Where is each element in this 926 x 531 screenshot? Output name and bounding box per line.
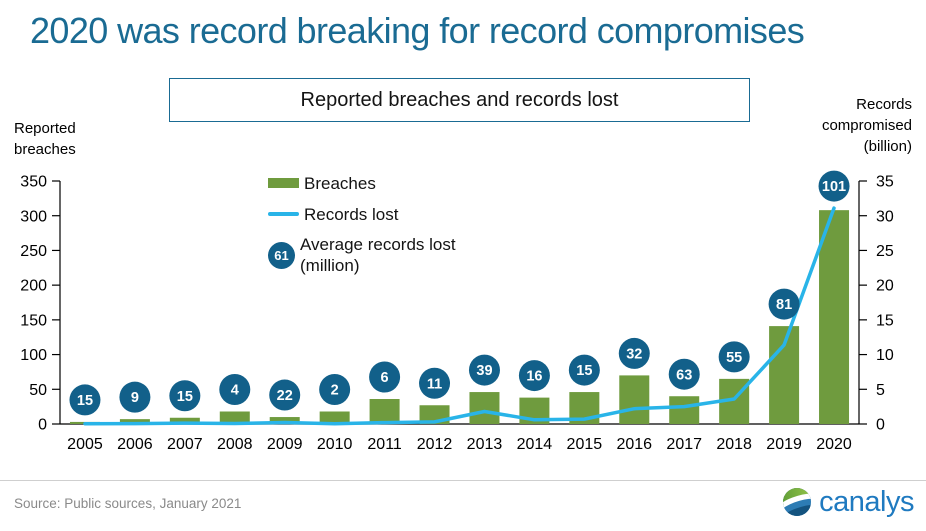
avg-bubble-value: 63: [676, 367, 692, 383]
bar-2017: [669, 396, 700, 424]
avg-bubble-2007: 15: [169, 380, 201, 412]
x-tick-label-2005: 2005: [67, 436, 103, 453]
page-title: 2020 was record breaking for record comp…: [30, 10, 805, 51]
avg-bubble-2011: 6: [369, 361, 401, 393]
bar-2016: [619, 375, 650, 424]
x-tick-label-2009: 2009: [267, 436, 303, 453]
legend-item-records-lost: Records lost: [268, 203, 456, 225]
canalys-wordmark: canalys: [819, 486, 914, 518]
avg-bubble-2012: 11: [419, 367, 451, 399]
avg-bubble-value: 81: [776, 297, 792, 313]
avg-bubble-value: 32: [626, 346, 642, 362]
right-tick-label: 20: [876, 278, 894, 295]
x-tick-label-2018: 2018: [716, 436, 752, 453]
right-tick-label: 30: [876, 208, 894, 225]
bar-2011: [369, 399, 400, 424]
avg-bubble-2005: 15: [69, 384, 101, 416]
legend-breaches-label: Breaches: [304, 173, 376, 193]
avg-bubble-2016: 32: [618, 337, 650, 369]
bar-2013: [469, 392, 500, 424]
avg-bubble-2017: 63: [668, 358, 700, 390]
average-bubble-icon: 61: [268, 241, 295, 269]
avg-bubble-2013: 39: [468, 354, 500, 386]
legend-item-average: 61 Average records lost (million): [268, 234, 456, 276]
avg-bubble-value: 2: [331, 383, 339, 399]
source-text: Source: Public sources, January 2021: [14, 496, 242, 511]
avg-bubble-value: 11: [427, 376, 442, 392]
right-axis-title: Records compromised (billion): [821, 96, 912, 155]
avg-bubble-value: 15: [77, 393, 93, 409]
footer-divider: [0, 480, 926, 481]
chart-subtitle-box: Reported breaches and records lost: [169, 78, 750, 122]
left-axis-title: Reported breaches: [14, 120, 76, 158]
avg-bubble-value: 55: [726, 350, 742, 366]
x-tick-label-2006: 2006: [117, 436, 153, 453]
left-tick-label: 350: [20, 174, 47, 191]
avg-bubble-2009: 22: [269, 379, 301, 411]
left-tick-label: 200: [20, 278, 47, 295]
x-tick-label-2016: 2016: [616, 436, 652, 453]
legend-item-breaches: Breaches: [268, 172, 456, 194]
bar-2009: [269, 417, 300, 424]
legend-records-lost-label: Records lost: [304, 204, 399, 224]
x-tick-label-2019: 2019: [766, 436, 802, 453]
bar-2010: [319, 411, 350, 424]
avg-bubble-value: 22: [277, 388, 293, 404]
chart-subtitle: Reported breaches and records lost: [300, 88, 619, 111]
avg-bubble-value: 4: [231, 383, 239, 399]
right-tick-label: 35: [876, 174, 894, 191]
left-tick-label: 150: [20, 312, 47, 329]
x-tick-label-2017: 2017: [666, 436, 702, 453]
avg-bubble-2014: 16: [518, 360, 550, 392]
right-tick-label: 15: [876, 312, 894, 329]
avg-bubble-value: 6: [381, 370, 389, 386]
left-tick-label: 50: [29, 382, 47, 399]
bar-2020: [819, 210, 850, 424]
left-tick-label: 300: [20, 208, 47, 225]
avg-bubble-2008: 4: [219, 374, 251, 406]
x-tick-label-2013: 2013: [467, 436, 503, 453]
x-tick-label-2008: 2008: [217, 436, 253, 453]
avg-bubble-2020: 101: [818, 170, 850, 202]
canalys-globe-icon: [783, 488, 812, 516]
bar-2006: [119, 419, 150, 424]
avg-bubble-value: 101: [822, 179, 846, 195]
avg-bubble-2006: 9: [119, 381, 151, 413]
avg-bubble-2015: 15: [568, 354, 600, 386]
right-tick-label: 25: [876, 243, 894, 260]
avg-bubble-value: 16: [526, 369, 542, 385]
chart-legend: Breaches Records lost 61 Average records…: [268, 172, 456, 276]
right-tick-label: 0: [876, 417, 885, 434]
bar-2007: [169, 417, 200, 424]
legend-average-label: Average records lost (million): [300, 235, 456, 275]
right-tick-label: 10: [876, 347, 894, 364]
records-lost-line-icon: [268, 212, 299, 216]
x-tick-label-2015: 2015: [567, 436, 603, 453]
x-tick-label-2012: 2012: [417, 436, 453, 453]
bar-2008: [219, 411, 250, 424]
left-tick-label: 100: [20, 347, 47, 364]
left-tick-label: 250: [20, 243, 47, 260]
x-tick-label-2007: 2007: [167, 436, 203, 453]
x-tick-label-2014: 2014: [517, 436, 553, 453]
records-lost-line: [83, 206, 836, 426]
combo-chart: 0 50 100 150 200 250 300 350 0 5 10 15 20 25 30 35 2005 2…: [20, 170, 894, 453]
avg-bubble-2018: 55: [718, 341, 750, 373]
left-tick-label: 0: [38, 417, 47, 434]
avg-bubble-value: 15: [177, 389, 193, 405]
avg-bubble-2010: 2: [319, 374, 351, 406]
avg-bubble-value: 9: [131, 390, 139, 406]
x-tick-label-2011: 2011: [367, 436, 402, 453]
x-tick-label-2020: 2020: [816, 436, 852, 453]
avg-bubble-value: 39: [476, 363, 492, 379]
x-tick-label-2010: 2010: [317, 436, 353, 453]
canalys-logo: canalys: [780, 484, 914, 520]
right-tick-label: 5: [876, 382, 885, 399]
avg-bubble-value: 15: [576, 363, 592, 379]
breaches-swatch-icon: [268, 178, 299, 188]
avg-bubble-2019: 81: [768, 288, 800, 320]
